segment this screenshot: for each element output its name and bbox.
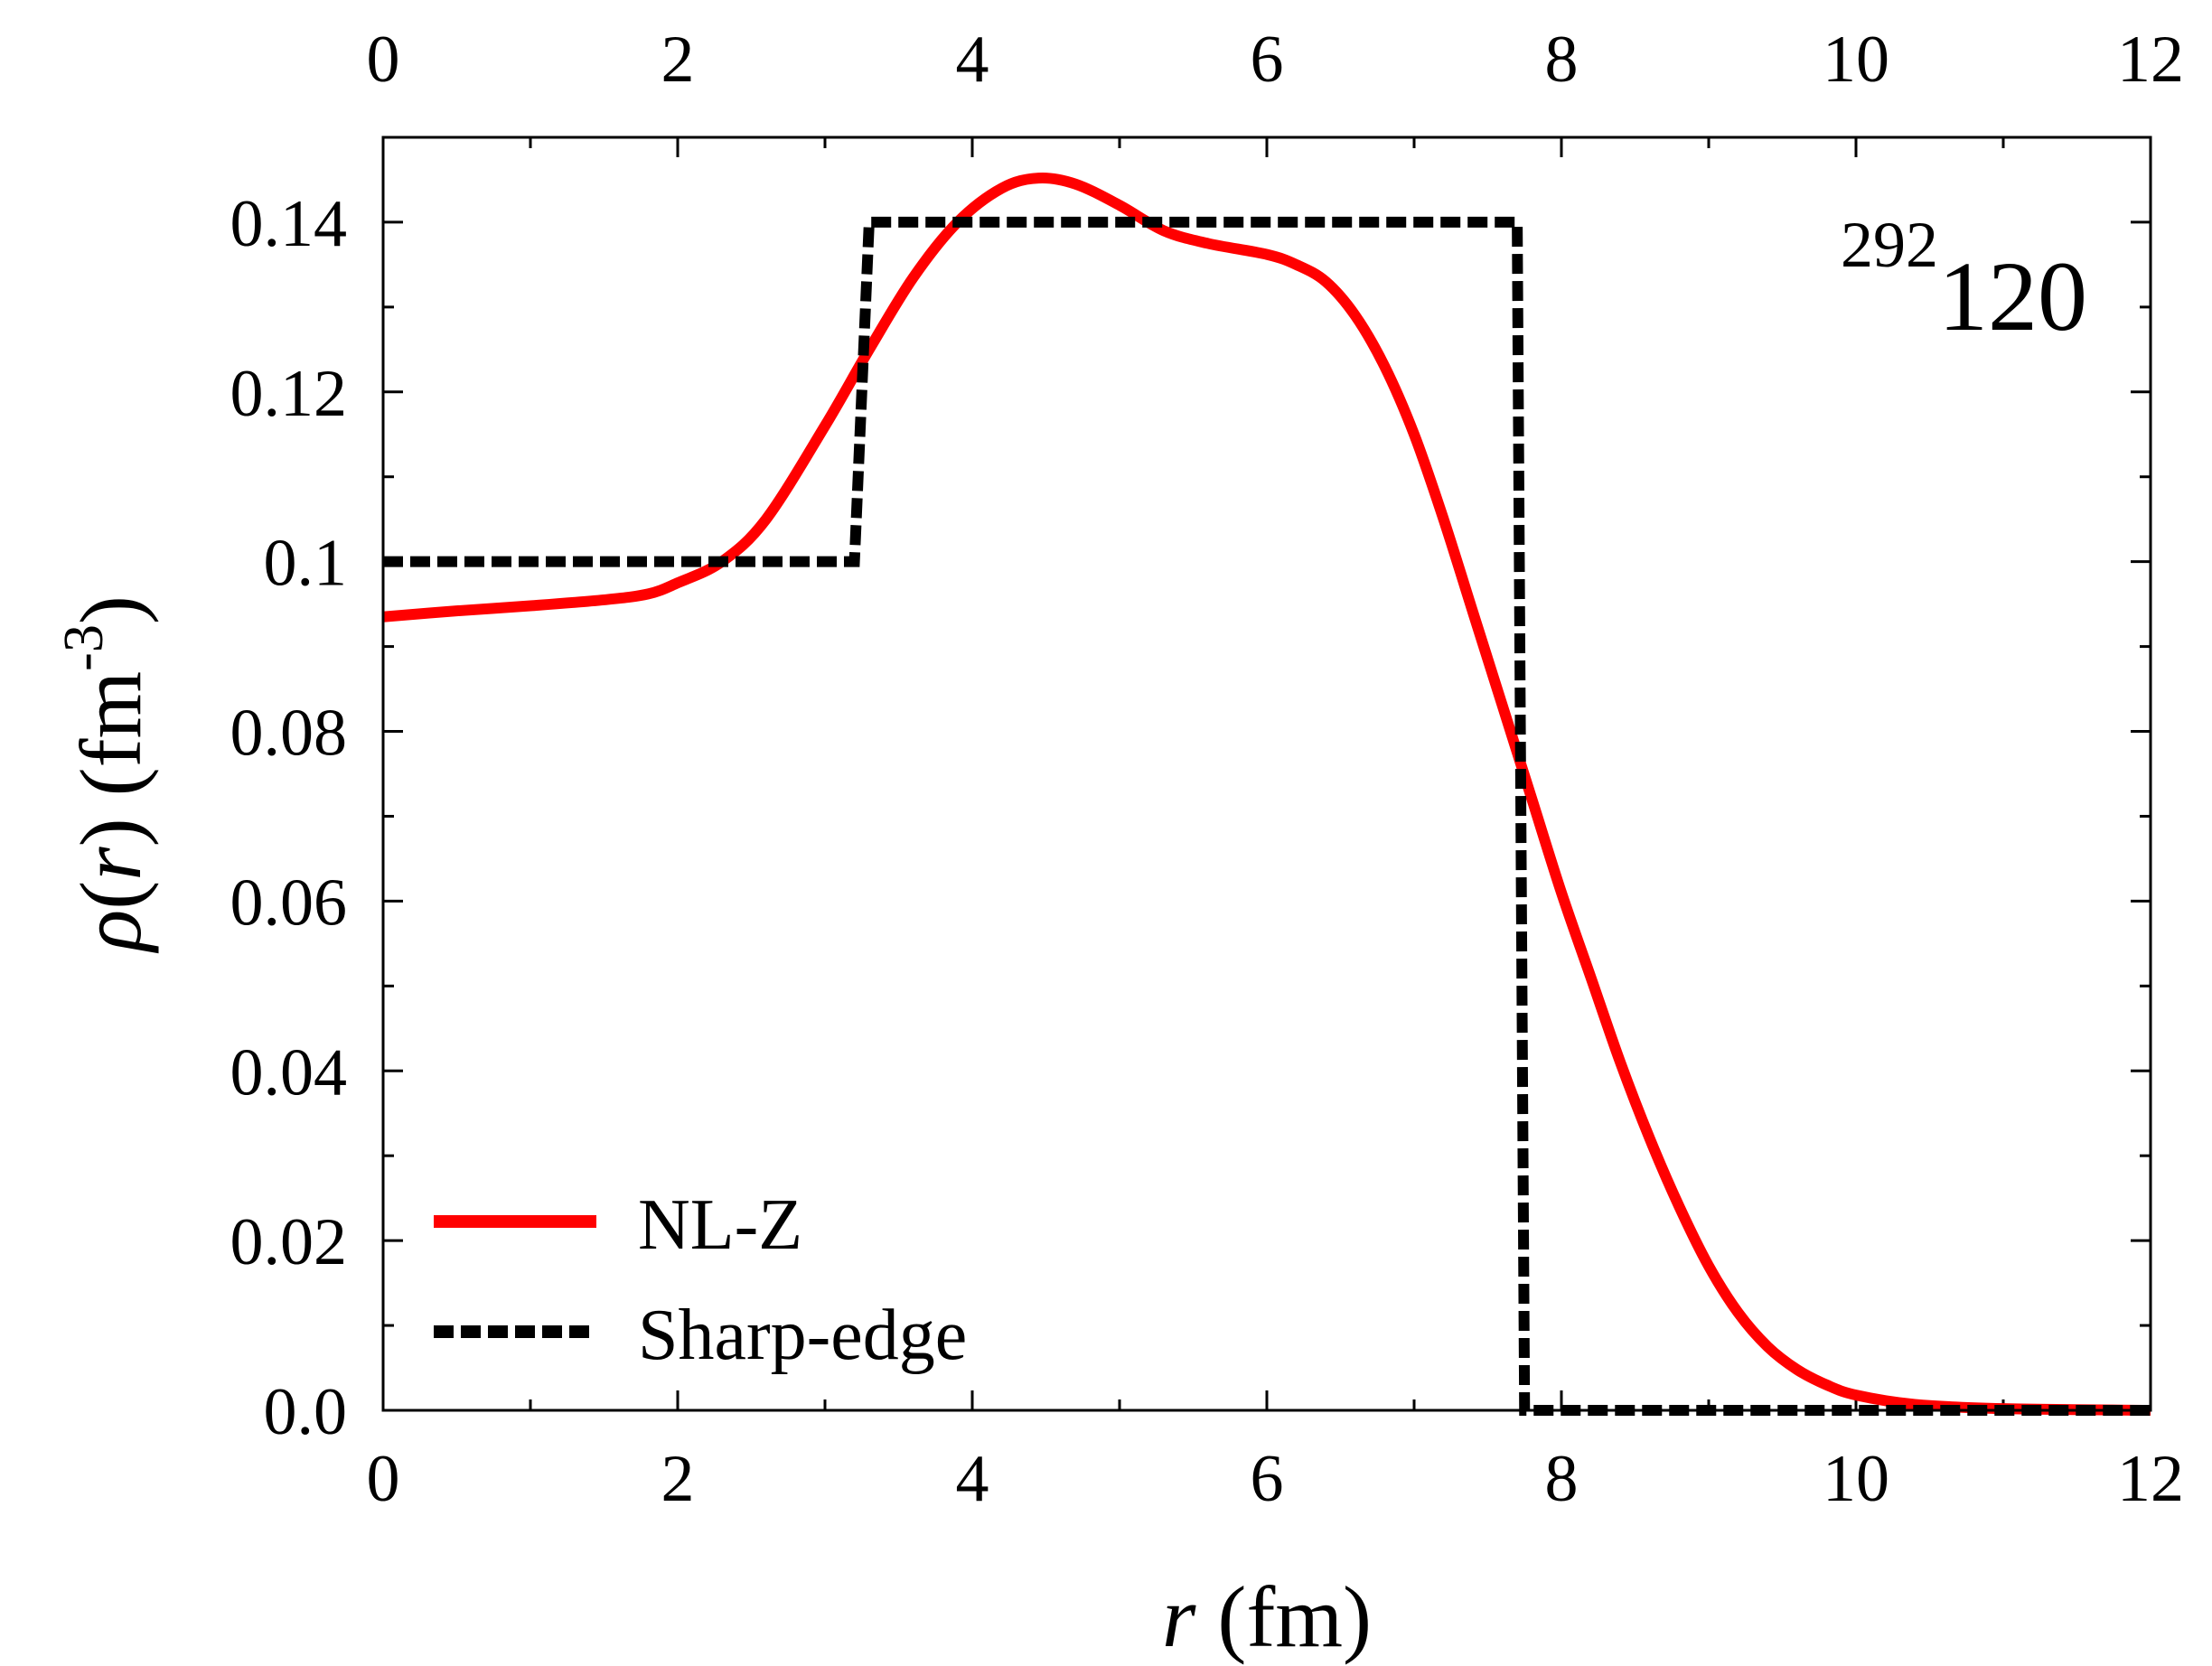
y-axis-rho: ρ bbox=[62, 910, 159, 954]
y-axis-unit: (fm bbox=[62, 671, 159, 819]
mass-number: 292 bbox=[1841, 209, 1938, 281]
x-axis-unit: (fm) bbox=[1195, 1568, 1372, 1665]
series-line-nl-z bbox=[382, 172, 2151, 1416]
legend-label-sharp-edge: Sharp-edge bbox=[638, 1296, 967, 1375]
y-tick-label: 0.04 bbox=[230, 1035, 348, 1109]
legend: NL-Z Sharp-edge bbox=[434, 1185, 967, 1375]
plot-frame bbox=[381, 136, 2152, 1412]
x-axis-label: r (fm) bbox=[1162, 1568, 1372, 1665]
tick-labels: 0 0 2 2 4 4 6 6 8 8 10 10 12 12 0.0 0.02 0.04 0.06 0.08 0.1… bbox=[230, 23, 2185, 1516]
y-tick-label: 0.08 bbox=[230, 697, 348, 771]
y-axis-unit-close: ) bbox=[62, 595, 159, 624]
y-tick-label: 0.0 bbox=[264, 1375, 348, 1449]
nucleus-annotation: 292120 bbox=[1841, 209, 2087, 351]
x-axis-variable: r bbox=[1162, 1568, 1196, 1665]
y-tick-label: 0.02 bbox=[230, 1205, 348, 1279]
y-axis-variable: r bbox=[62, 847, 159, 881]
x-tick-label-top: 8 bbox=[1545, 23, 1579, 97]
x-tick-label-bottom: 4 bbox=[956, 1442, 989, 1516]
x-tick-label-top: 2 bbox=[661, 23, 695, 97]
x-tick-label-bottom: 0 bbox=[367, 1442, 400, 1516]
element-number: 120 bbox=[1938, 241, 2087, 351]
x-tick-label-bottom: 6 bbox=[1251, 1442, 1284, 1516]
y-tick-label: 0.12 bbox=[230, 357, 348, 431]
y-axis-label: ρ(r) (fm-3) bbox=[53, 595, 159, 954]
y-tick-label: 0.1 bbox=[264, 527, 348, 601]
x-tick-label-top: 12 bbox=[2117, 23, 2184, 97]
x-tick-label-bottom: 8 bbox=[1545, 1442, 1579, 1516]
y-tick-label: 0.06 bbox=[230, 866, 348, 940]
legend-label-nlz: NL-Z bbox=[638, 1185, 802, 1265]
x-tick-label-top: 0 bbox=[367, 23, 400, 97]
x-tick-label-top: 10 bbox=[1823, 23, 1889, 97]
x-tick-label-bottom: 12 bbox=[2117, 1442, 2184, 1516]
y-axis-open-paren: ( bbox=[62, 881, 159, 910]
y-axis-exponent: -3 bbox=[53, 624, 115, 671]
y-tick-label: 0.14 bbox=[230, 187, 348, 261]
x-tick-label-top: 4 bbox=[956, 23, 989, 97]
x-tick-label-bottom: 10 bbox=[1823, 1442, 1889, 1516]
x-tick-label-bottom: 2 bbox=[661, 1442, 695, 1516]
y-axis-close-paren: ) bbox=[62, 818, 159, 847]
x-tick-label-top: 6 bbox=[1251, 23, 1284, 97]
